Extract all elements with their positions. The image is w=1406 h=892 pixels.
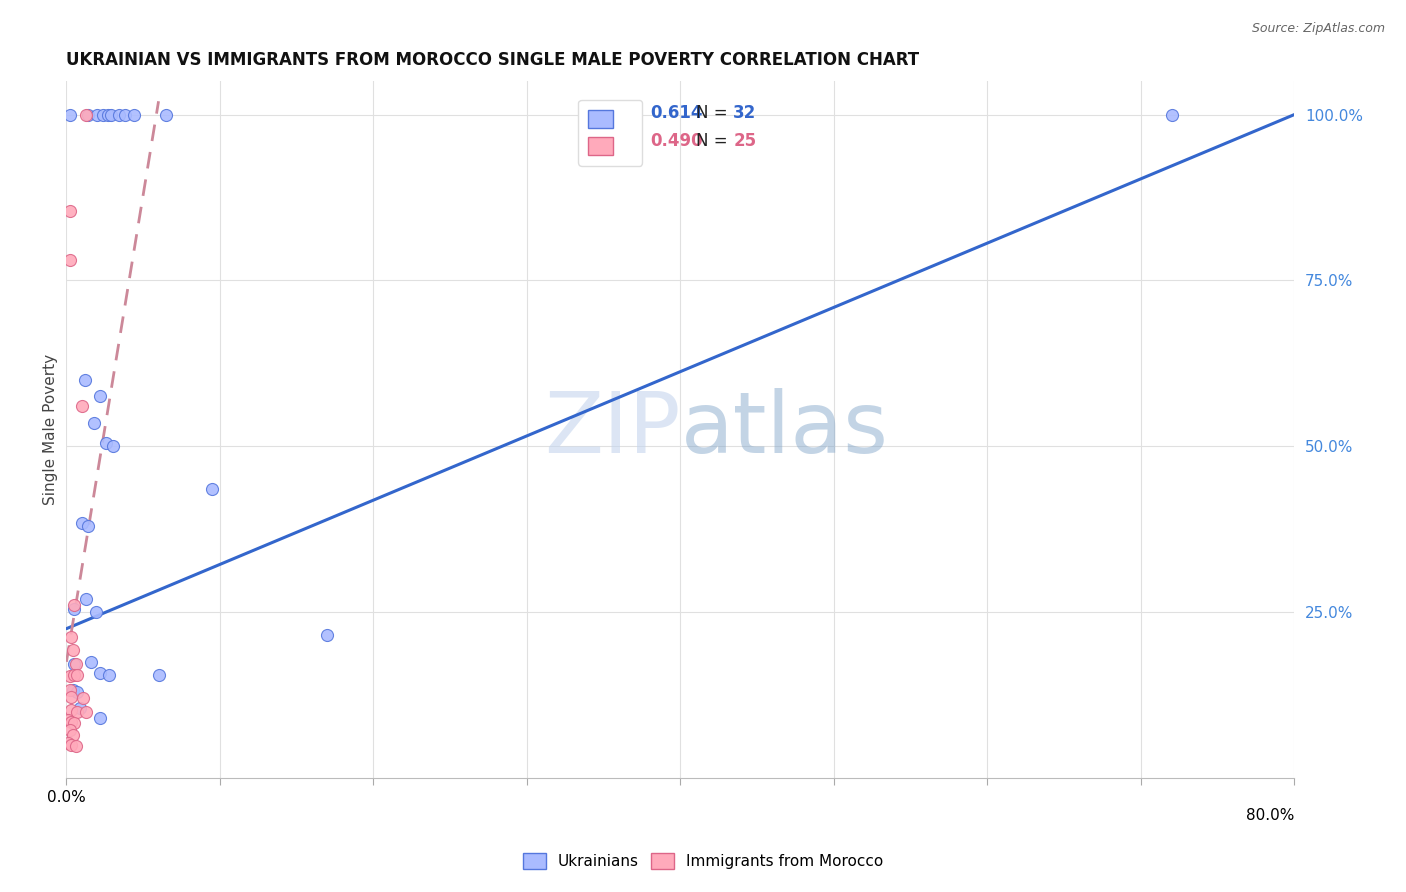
Point <box>84 605 107 619</box>
Text: UKRAINIAN VS IMMIGRANTS FROM MOROCCO SINGLE MALE POVERTY CORRELATION CHART: UKRAINIAN VS IMMIGRANTS FROM MOROCCO SIN… <box>66 51 920 69</box>
Point <box>60 714 83 729</box>
Point <box>66 668 89 682</box>
Point <box>56 713 79 727</box>
Point <box>75 705 97 719</box>
Point <box>75 107 97 121</box>
Text: 80.0%: 80.0% <box>1246 808 1295 823</box>
Point <box>86 107 108 121</box>
Point <box>60 703 83 717</box>
Point <box>60 630 83 644</box>
Point <box>96 436 118 450</box>
Point <box>60 738 83 752</box>
Point <box>100 107 122 121</box>
Text: 0.614: 0.614 <box>650 103 702 121</box>
Point <box>60 690 83 704</box>
Point <box>97 107 120 121</box>
Point <box>70 516 93 530</box>
Point <box>107 107 129 121</box>
Point <box>77 518 100 533</box>
Point <box>72 691 94 706</box>
Point <box>89 389 111 403</box>
Point <box>62 682 84 697</box>
Text: N =: N = <box>696 131 734 150</box>
Point <box>63 601 86 615</box>
Point <box>58 253 80 268</box>
Text: R =: R = <box>610 103 647 121</box>
Point <box>58 669 80 683</box>
Point <box>56 736 79 750</box>
Point <box>89 711 111 725</box>
Y-axis label: Single Male Poverty: Single Male Poverty <box>44 354 58 505</box>
Point <box>155 107 177 121</box>
Point <box>63 657 86 671</box>
Point <box>66 684 89 698</box>
Point <box>98 668 121 682</box>
Point <box>65 739 87 753</box>
Legend: Ukrainians, Immigrants from Morocco: Ukrainians, Immigrants from Morocco <box>516 847 890 875</box>
Point <box>65 657 87 671</box>
Text: N =: N = <box>696 103 734 121</box>
Point <box>83 416 105 430</box>
Point <box>316 628 339 642</box>
Point <box>70 400 93 414</box>
Text: atlas: atlas <box>681 388 889 471</box>
Point <box>58 683 80 698</box>
Point <box>63 715 86 730</box>
Text: ZIP: ZIP <box>544 388 681 471</box>
Legend:  ,  : , <box>578 100 643 166</box>
Point <box>69 701 91 715</box>
Point <box>62 643 84 657</box>
Point <box>63 599 86 613</box>
Point <box>148 668 170 682</box>
Point <box>201 483 224 497</box>
Text: 25: 25 <box>734 131 756 150</box>
Point <box>73 373 96 387</box>
Point <box>114 107 136 121</box>
Text: 0.490: 0.490 <box>650 131 703 150</box>
Point <box>101 439 124 453</box>
Point <box>122 107 145 121</box>
Point <box>75 591 97 606</box>
Point <box>89 666 111 681</box>
Point <box>80 655 103 669</box>
Point <box>77 107 100 121</box>
Point <box>58 723 80 738</box>
Point <box>58 203 80 218</box>
Point <box>63 668 86 682</box>
Point <box>91 107 114 121</box>
Text: Source: ZipAtlas.com: Source: ZipAtlas.com <box>1251 22 1385 36</box>
Text: 32: 32 <box>734 103 756 121</box>
Point <box>1160 107 1182 121</box>
Point <box>58 107 80 121</box>
Text: R =: R = <box>610 131 647 150</box>
Point <box>62 728 84 742</box>
Point <box>66 705 89 719</box>
